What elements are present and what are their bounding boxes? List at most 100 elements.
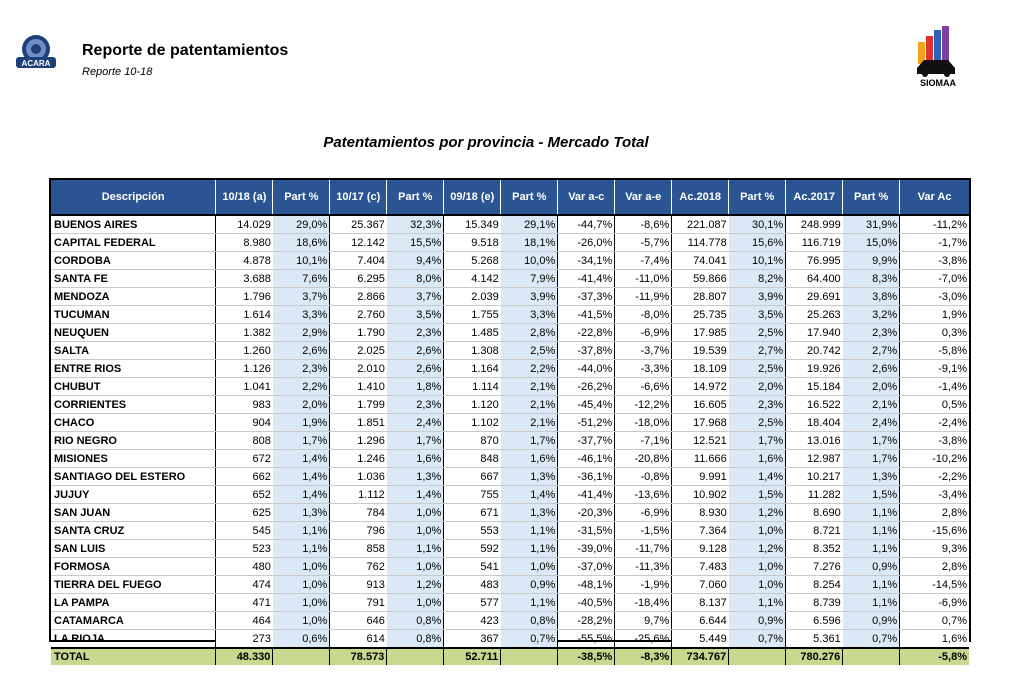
table-row: LA PAMPA 471 1,0% 791 1,0% 577 1,1% -40,5% -18,4…: [51, 593, 969, 612]
value-cell: -12,2%: [614, 395, 673, 414]
value-cell: -28,2%: [557, 611, 616, 630]
value-cell: 983: [215, 395, 273, 414]
table-row: CORDOBA 4.878 10,1% 7.404 9,4% 5.268 10,0% -34,…: [51, 251, 969, 270]
share-cell: 31,9%: [842, 215, 901, 234]
value-cell: -40,5%: [557, 593, 616, 612]
value-cell: 9,3%: [899, 539, 969, 558]
value-cell: 1.041: [215, 377, 273, 396]
share-cell: 2,3%: [386, 323, 445, 342]
share-cell: 0,9%: [842, 611, 901, 630]
share-cell: 1,3%: [842, 467, 901, 486]
province-name: FORMOSA: [51, 557, 217, 576]
share-cell: 1,7%: [728, 431, 787, 450]
value-cell: 3.688: [215, 269, 273, 288]
share-cell: 1,0%: [728, 521, 787, 540]
share-cell: 2,1%: [500, 377, 559, 396]
value-cell: 2,8%: [899, 503, 969, 522]
value-cell: 667: [443, 467, 501, 486]
share-cell: 8,3%: [842, 269, 901, 288]
value-cell: -41,4%: [557, 269, 616, 288]
table-row: CAPITAL FEDERAL 8.980 18,6% 12.142 15,5% 9.51…: [51, 233, 969, 252]
share-cell: 1,4%: [272, 449, 331, 468]
value-cell: 14.029: [215, 215, 273, 234]
share-cell: 1,1%: [842, 539, 901, 558]
column-header: Part %: [842, 180, 901, 216]
value-cell: 6.295: [329, 269, 387, 288]
value-cell: 9.128: [671, 539, 729, 558]
value-cell: 25.735: [671, 305, 729, 324]
share-cell: 1,4%: [386, 485, 445, 504]
value-cell: -37,3%: [557, 287, 616, 306]
value-cell: 1.102: [443, 413, 501, 432]
total-cell: [500, 647, 559, 665]
acara-logo-text: ACARA: [22, 59, 51, 68]
value-cell: 1.246: [329, 449, 387, 468]
value-cell: 10.902: [671, 485, 729, 504]
share-cell: 0,8%: [386, 611, 445, 630]
share-cell: 1,1%: [500, 539, 559, 558]
value-cell: 1.036: [329, 467, 387, 486]
value-cell: -20,3%: [557, 503, 616, 522]
share-cell: 2,3%: [272, 359, 331, 378]
value-cell: -22,8%: [557, 323, 616, 342]
share-cell: 2,8%: [500, 323, 559, 342]
share-cell: 2,3%: [728, 395, 787, 414]
table-row: CHACO 904 1,9% 1.851 2,4% 1.102 2,1% -51,2% -18,…: [51, 413, 969, 432]
share-cell: 1,1%: [842, 503, 901, 522]
column-header: Part %: [728, 180, 787, 216]
value-cell: 5.361: [785, 629, 843, 649]
share-cell: 1,7%: [272, 431, 331, 450]
column-header: Part %: [386, 180, 445, 216]
share-cell: 0,7%: [842, 629, 901, 649]
province-name: RIO NEGRO: [51, 431, 217, 450]
total-cell: [272, 647, 331, 665]
report-subtitle: Reporte 10-18: [82, 66, 153, 78]
value-cell: -46,1%: [557, 449, 616, 468]
value-cell: -25,6%: [614, 629, 673, 649]
value-cell: 6.644: [671, 611, 729, 630]
value-cell: 2.866: [329, 287, 387, 306]
province-name: SAN JUAN: [51, 503, 217, 522]
province-name: BUENOS AIRES: [51, 215, 217, 234]
share-cell: 1,3%: [500, 503, 559, 522]
table-row: SAN JUAN 625 1,3% 784 1,0% 671 1,3% -20,3% -6,9%…: [51, 503, 969, 522]
value-cell: 17.968: [671, 413, 729, 432]
share-cell: 3,5%: [386, 305, 445, 324]
value-cell: 1.260: [215, 341, 273, 360]
share-cell: 1,4%: [272, 467, 331, 486]
value-cell: 17.985: [671, 323, 729, 342]
share-cell: 1,1%: [842, 575, 901, 594]
share-cell: 1,0%: [386, 503, 445, 522]
value-cell: -7,4%: [614, 251, 673, 270]
value-cell: -37,7%: [557, 431, 616, 450]
total-cell: 48.330: [215, 647, 274, 665]
value-cell: 19.539: [671, 341, 729, 360]
share-cell: 0,8%: [386, 629, 445, 649]
share-cell: 1,2%: [728, 539, 787, 558]
value-cell: 784: [329, 503, 387, 522]
share-cell: 7,9%: [500, 269, 559, 288]
share-cell: 0,9%: [500, 575, 559, 594]
value-cell: 471: [215, 593, 273, 612]
province-name: CAPITAL FEDERAL: [51, 233, 217, 252]
value-cell: 1.120: [443, 395, 501, 414]
share-cell: 1,7%: [500, 431, 559, 450]
value-cell: 483: [443, 575, 501, 594]
share-cell: 1,7%: [842, 449, 901, 468]
table-row: CHUBUT 1.041 2,2% 1.410 1,8% 1.114 2,1% -26,2% -…: [51, 377, 969, 396]
total-cell: [728, 647, 787, 665]
column-header: Var Ac: [899, 180, 969, 216]
value-cell: 8.352: [785, 539, 843, 558]
share-cell: 1,7%: [386, 431, 445, 450]
value-cell: 592: [443, 539, 501, 558]
table-row: LA RIOJA 273 0,6% 614 0,8% 367 0,7% -55,5% -25,6…: [51, 629, 969, 649]
value-cell: 1.164: [443, 359, 501, 378]
total-cell: 734.767: [671, 647, 730, 665]
share-cell: 2,5%: [500, 341, 559, 360]
value-cell: 8.254: [785, 575, 843, 594]
share-cell: 3,3%: [272, 305, 331, 324]
province-name: LA PAMPA: [51, 593, 217, 612]
table-row: SANTA CRUZ 545 1,1% 796 1,0% 553 1,1% -31,5% -1,…: [51, 521, 969, 540]
value-cell: 18.109: [671, 359, 729, 378]
value-cell: 76.995: [785, 251, 843, 270]
